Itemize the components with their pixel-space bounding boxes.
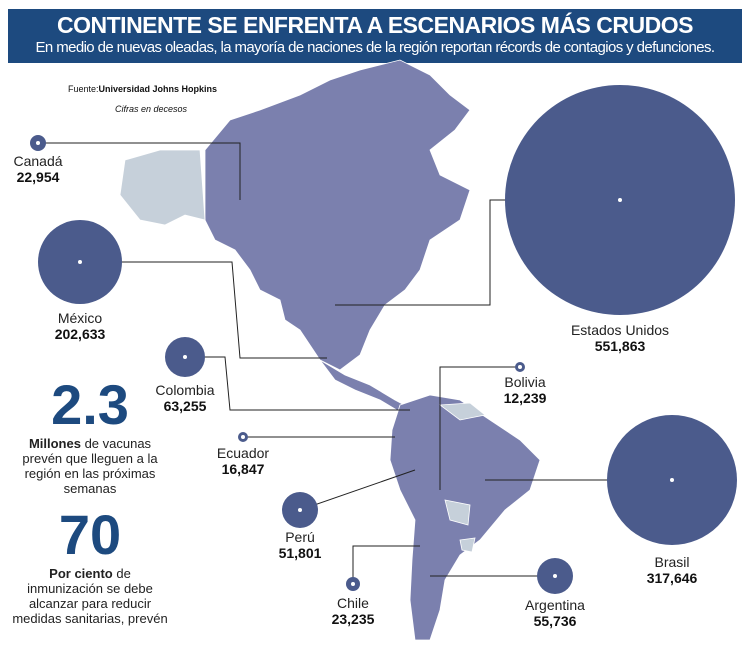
central-america-shape	[319, 359, 411, 413]
country-name: Estados Unidos	[570, 322, 670, 338]
death-count: 23,235	[331, 611, 375, 627]
source: Fuente:Universidad Johns Hopkins	[68, 84, 217, 94]
label-canada: Canadá 22,954	[13, 153, 62, 185]
north-america-shape	[204, 59, 471, 371]
death-count: 51,801	[278, 545, 322, 561]
country-name: Ecuador	[216, 445, 270, 461]
bubble-center-dot	[241, 435, 245, 439]
label-chile: Chile 23,235	[332, 595, 375, 627]
country-name: Brasil	[654, 554, 690, 570]
death-count: 63,255	[163, 398, 207, 414]
bubble-center-dot	[78, 260, 82, 264]
source-name: Universidad Johns Hopkins	[98, 84, 218, 94]
label-brasil: Brasil 317,646	[647, 554, 698, 586]
label-colombia: Colombia 63,255	[155, 382, 214, 414]
alaska-shape	[119, 149, 206, 226]
country-name: Canadá	[13, 153, 63, 169]
country-name: Colombia	[155, 382, 215, 398]
label-argentina: Argentina 55,736	[525, 597, 585, 629]
guianas-shape	[438, 402, 486, 421]
bubble-center-dot	[351, 582, 355, 586]
bubble-center-dot	[36, 141, 40, 145]
country-name: México	[57, 310, 103, 326]
death-count: 551,863	[594, 338, 646, 354]
units-note: Cifras en decesos	[115, 104, 188, 114]
header-banner: CONTINENTE SE ENFRENTA A ESCENARIOS MÁS …	[8, 9, 742, 63]
label-estadosunidos: Estados Unidos 551,863	[571, 322, 669, 354]
death-count: 202,633	[54, 326, 106, 342]
death-count: 22,954	[16, 169, 60, 185]
bubble-center-dot	[618, 198, 622, 202]
country-name: Perú	[285, 529, 315, 545]
death-count: 16,847	[221, 461, 265, 477]
uruguay-shape	[459, 537, 476, 553]
death-count: 12,239	[503, 390, 547, 406]
bubble-center-dot	[183, 355, 187, 359]
stat-immunization-number: 70	[58, 503, 122, 566]
bubble-dots	[36, 141, 674, 586]
label-peru: Perú 51,801	[279, 529, 322, 561]
title: CONTINENTE SE ENFRENTA A ESCENARIOS MÁS …	[57, 12, 693, 38]
label-ecuador: Ecuador 16,847	[217, 445, 269, 477]
country-name: Chile	[337, 595, 369, 611]
stat-immunization-desc: de inmunización se debe alcanzar para re…	[12, 566, 168, 626]
stat-immunization-text: Por ciento de inmunización se debe alcan…	[10, 566, 170, 626]
stat-vaccines-number: 2.3	[51, 373, 129, 436]
stat-vaccines-bold: Millones	[28, 436, 81, 451]
stat-immunization-bold: Por ciento	[49, 566, 113, 581]
subtitle: En medio de nuevas oleadas, la mayoría d…	[35, 39, 715, 56]
bubble-center-dot	[518, 365, 522, 369]
death-count: 317,646	[646, 570, 698, 586]
bubble-center-dot	[298, 508, 302, 512]
death-count: 55,736	[533, 613, 577, 629]
source-prefix: Fuente:	[68, 84, 99, 94]
stat-vaccines-text: Millones de vacunas prevén que lleguen a…	[10, 436, 170, 496]
stat-vaccines-desc: de vacunas prevén que lleguen a la regió…	[22, 436, 158, 496]
country-name: Bolivia	[504, 374, 546, 390]
label-bolivia: Bolivia 12,239	[504, 374, 547, 406]
country-name: Argentina	[525, 597, 585, 613]
bubble-center-dot	[670, 478, 674, 482]
label-mexico: México 202,633	[55, 310, 106, 342]
bubble-center-dot	[553, 574, 557, 578]
paraguay-shape	[444, 499, 471, 526]
